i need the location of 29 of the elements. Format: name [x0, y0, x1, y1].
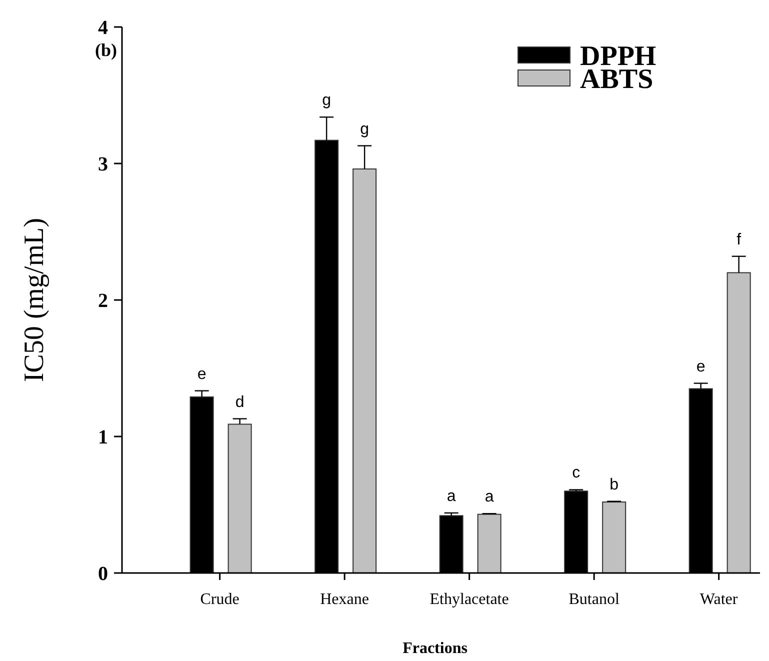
bar [228, 424, 252, 574]
y-axis-title: IC50 (mg/mL) [19, 218, 50, 382]
y-tick-label: 0 [98, 563, 108, 585]
bar [602, 502, 626, 574]
bar [477, 514, 502, 574]
legend-label: ABTS [580, 64, 654, 95]
x-tick-label: Hexane [320, 591, 369, 608]
annotation: d [235, 394, 244, 411]
annotation: f [736, 231, 742, 248]
x-tick-label: Water [700, 591, 738, 608]
text: (b) [95, 40, 118, 60]
x-tick-label: Butanol [568, 591, 620, 608]
y-tick-label: 4 [98, 17, 108, 39]
x-axis-title: Fractions [402, 640, 468, 657]
annotation: e [696, 358, 706, 376]
y-tick-label: 3 [98, 154, 108, 176]
annotation: b [610, 476, 619, 494]
annotation: a [484, 488, 494, 506]
annotation: g [360, 120, 370, 138]
x-tick-label: Ethylacetate [430, 591, 509, 608]
bar [352, 168, 377, 574]
annotation: c [572, 464, 580, 482]
annotation: e [197, 366, 206, 383]
annotation: a [446, 488, 456, 505]
bar [726, 272, 751, 574]
y-tick-label: 2 [98, 290, 108, 312]
y-tick-label: 1 [98, 426, 108, 448]
x-tick-label: Crude [200, 591, 240, 608]
annotation: g [322, 92, 332, 110]
